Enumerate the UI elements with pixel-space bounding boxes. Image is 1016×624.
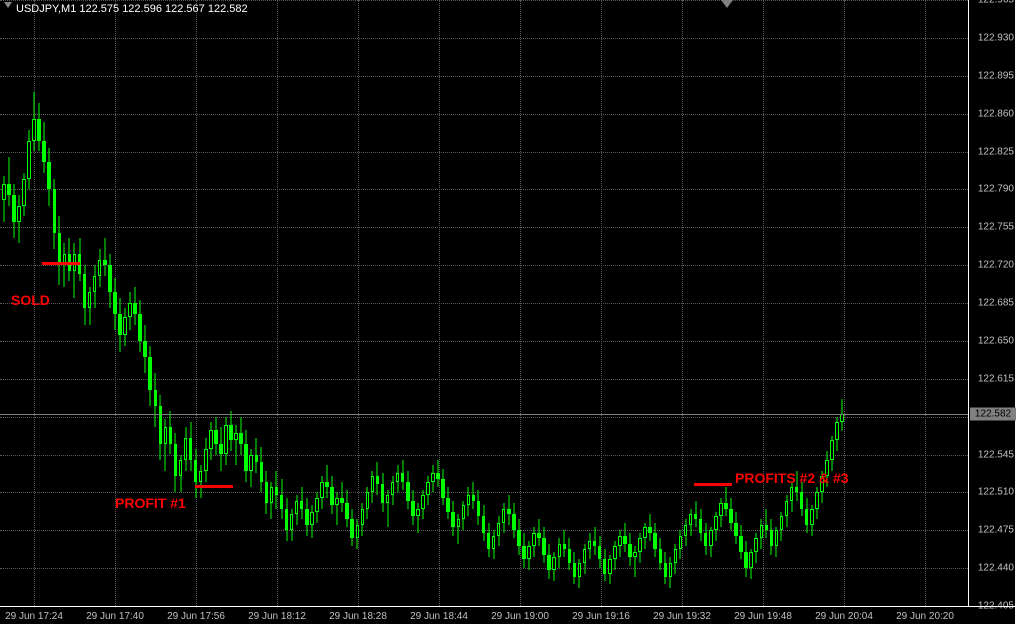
- grid-line-h: [0, 189, 968, 190]
- dropdown-icon[interactable]: [4, 2, 12, 8]
- x-tick-label: 29 Jun 17:24: [5, 611, 63, 622]
- annotation-mark: [195, 485, 233, 488]
- chart-container: USDJPY,M1 122.575 122.596 122.567 122.58…: [0, 0, 1016, 624]
- x-tick-label: 29 Jun 19:32: [653, 611, 711, 622]
- grid-line-v: [196, 0, 197, 606]
- x-tick-label: 29 Jun 20:04: [815, 611, 873, 622]
- y-tick-label: 122.755: [978, 222, 1014, 233]
- x-tick-label: 29 Jun 19:48: [734, 611, 792, 622]
- x-tick-label: 29 Jun 17:56: [167, 611, 225, 622]
- annotation-text: PROFITS #2 & #3: [735, 470, 849, 486]
- current-price-line: [0, 414, 968, 415]
- grid-line-h: [0, 114, 968, 115]
- y-tick-label: 122.510: [978, 487, 1014, 498]
- grid-line-h: [0, 417, 968, 418]
- x-tick-label: 29 Jun 18:28: [329, 611, 387, 622]
- grid-line-h: [0, 492, 968, 493]
- grid-line-v: [763, 0, 764, 606]
- scroll-marker-icon[interactable]: [721, 0, 733, 8]
- grid-line-v: [682, 0, 683, 606]
- grid-line-h: [0, 455, 968, 456]
- grid-line-h: [0, 76, 968, 77]
- x-tick-label: 29 Jun 17:40: [86, 611, 144, 622]
- grid-line-h: [0, 568, 968, 569]
- y-tick-label: 122.685: [978, 298, 1014, 309]
- current-price-label: 122.582: [970, 408, 1016, 421]
- chart-title: USDJPY,M1 122.575 122.596 122.567 122.58…: [16, 3, 248, 15]
- grid-line-v: [601, 0, 602, 606]
- border: [968, 606, 1016, 607]
- x-axis: 29 Jun 17:24 29 Jun 17:40 29 Jun 17:56 29 J…: [0, 606, 968, 624]
- grid-line-h: [0, 303, 968, 304]
- y-tick-label: 122.930: [978, 32, 1014, 43]
- y-tick-label: 122.790: [978, 184, 1014, 195]
- y-tick-label: 122.650: [978, 335, 1014, 346]
- annotation-mark: [694, 483, 732, 486]
- annotation-text: SOLD: [11, 292, 50, 308]
- y-tick-label: 122.825: [978, 146, 1014, 157]
- annotation-mark: [42, 262, 80, 265]
- grid-line-h: [0, 379, 968, 380]
- x-tick-label: 29 Jun 18:12: [248, 611, 306, 622]
- grid-line-v: [277, 0, 278, 606]
- y-tick-label: 122.860: [978, 108, 1014, 119]
- grid-line-h: [0, 227, 968, 228]
- grid-line-h: [0, 0, 968, 1]
- grid-line-h: [0, 38, 968, 39]
- grid-line-v: [439, 0, 440, 606]
- y-tick-label: 122.545: [978, 449, 1014, 460]
- x-tick-label: 29 Jun 18:44: [410, 611, 468, 622]
- annotation-text: PROFIT #1: [115, 495, 186, 511]
- grid-line-h: [0, 265, 968, 266]
- y-tick-label: 122.720: [978, 260, 1014, 271]
- grid-line-h: [0, 152, 968, 153]
- plot-area[interactable]: 122.582SOLDPROFIT #1PROFITS #2 & #3: [0, 0, 968, 606]
- y-tick-label: 122.475: [978, 525, 1014, 536]
- grid-line-v: [925, 0, 926, 606]
- grid-line-v: [844, 0, 845, 606]
- x-tick-label: 29 Jun 20:20: [896, 611, 954, 622]
- grid-line-v: [358, 0, 359, 606]
- y-tick-label: 122.895: [978, 70, 1014, 81]
- y-axis: 122.405122.440122.475122.510122.545122.5…: [968, 0, 1016, 606]
- x-tick-label: 29 Jun 19:00: [491, 611, 549, 622]
- y-tick-label: 122.440: [978, 563, 1014, 574]
- x-tick-label: 29 Jun 19:16: [572, 611, 630, 622]
- y-tick-label: 122.965: [978, 0, 1014, 6]
- grid-line-v: [520, 0, 521, 606]
- y-tick-label: 122.615: [978, 373, 1014, 384]
